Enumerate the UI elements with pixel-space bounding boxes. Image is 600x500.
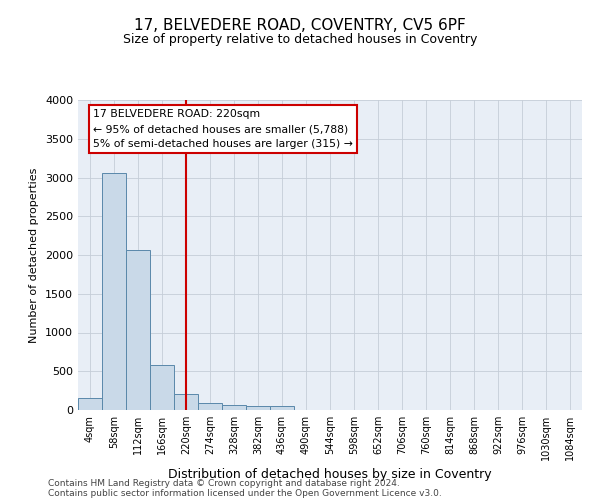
Text: 17 BELVEDERE ROAD: 220sqm
← 95% of detached houses are smaller (5,788)
5% of sem: 17 BELVEDERE ROAD: 220sqm ← 95% of detac… [93, 110, 353, 149]
Bar [102, 173, 126, 410]
Text: Size of property relative to detached houses in Coventry: Size of property relative to detached ho… [123, 32, 477, 46]
Bar [270, 406, 294, 410]
Y-axis label: Number of detached properties: Number of detached properties [29, 168, 40, 342]
Text: 17, BELVEDERE ROAD, COVENTRY, CV5 6PF: 17, BELVEDERE ROAD, COVENTRY, CV5 6PF [134, 18, 466, 32]
Bar [198, 404, 222, 410]
X-axis label: Distribution of detached houses by size in Coventry: Distribution of detached houses by size … [168, 468, 492, 481]
Bar [78, 398, 102, 410]
Bar [126, 250, 150, 410]
Bar [246, 406, 270, 410]
Bar [222, 405, 246, 410]
Text: Contains HM Land Registry data © Crown copyright and database right 2024.: Contains HM Land Registry data © Crown c… [48, 478, 400, 488]
Bar [174, 394, 198, 410]
Bar [150, 366, 174, 410]
Text: Contains public sector information licensed under the Open Government Licence v3: Contains public sector information licen… [48, 488, 442, 498]
